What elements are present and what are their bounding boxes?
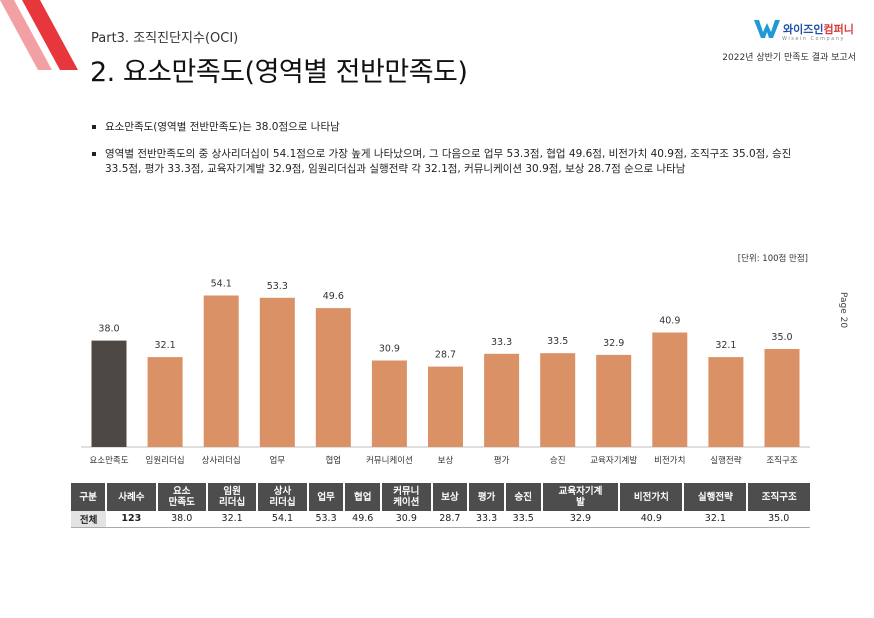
bar (764, 349, 800, 447)
unit-label: [단위: 100점 만점] (737, 254, 808, 264)
category-label: 요소만족도 (89, 456, 128, 466)
bar-value-label: 33.3 (491, 337, 512, 348)
logo-subtitle: Wisein Company (782, 36, 845, 42)
bar (315, 308, 351, 447)
category-label: 협업 (325, 455, 341, 466)
category-label: 상사리더십 (202, 455, 241, 466)
bar (708, 357, 744, 447)
table-cell: 32.9 (541, 511, 620, 528)
category-label: 임원리더십 (146, 455, 185, 466)
bar-value-label: 53.3 (267, 281, 288, 292)
bar-value-label: 33.5 (547, 336, 568, 347)
bar-value-label: 28.7 (435, 350, 456, 361)
page-title: 2. 요소만족도(영역별 전반만족도) (90, 57, 468, 88)
table-cell: 38.0 (156, 511, 207, 528)
company-logo: 와이즈인컴퍼니 (754, 20, 854, 38)
table-cell: 33.3 (468, 511, 505, 528)
logo-w-icon (754, 20, 780, 38)
table-header-cell: 협업 (344, 483, 383, 511)
table-header-cell: 비전가치 (619, 483, 685, 511)
table-cell: 54.1 (257, 511, 308, 528)
table-header-cell: 상사 리더십 (257, 483, 309, 511)
bar (147, 357, 183, 447)
table-header-cell: 구분 (71, 483, 108, 511)
category-label: 커뮤니케이션 (366, 455, 413, 466)
table-header-cell: 실행전략 (683, 483, 749, 511)
table-cell: 53.3 (307, 511, 345, 528)
bar-value-label: 35.0 (771, 332, 792, 343)
category-label: 실행전략 (710, 455, 741, 466)
part-label: Part3. 조직진단지수(OCI) (91, 31, 239, 46)
summary-bullets: 요소만족도(영역별 전반만족도)는 38.0점으로 나타남 영역별 전반만족도의… (92, 120, 792, 189)
bullet-item: 영역별 전반만족도의 중 상사리더십이 54.1점으로 가장 높게 나타났으며,… (92, 147, 792, 177)
table-cell: 28.7 (431, 511, 469, 528)
category-label: 보상 (438, 455, 454, 466)
logo-brand-accent: 컴퍼니 (823, 23, 854, 36)
table-cell: 49.6 (344, 511, 382, 528)
bullet-item: 요소만족도(영역별 전반만족도)는 38.0점으로 나타남 (92, 120, 792, 135)
category-label: 승진 (550, 455, 566, 466)
table-cell: 123 (106, 511, 157, 528)
bar (540, 353, 576, 447)
bar-value-label: 40.9 (659, 316, 680, 327)
bar (91, 340, 127, 447)
table-header-cell: 조직구조 (747, 483, 810, 511)
bar (484, 353, 520, 447)
bar (259, 297, 295, 447)
bar (371, 360, 407, 447)
category-label: 평가 (494, 455, 510, 466)
category-label: 교육자기계발 (590, 455, 637, 466)
bar-value-label: 30.9 (379, 344, 400, 355)
table-header-cell: 사례수 (106, 483, 158, 511)
category-label: 업무 (269, 456, 285, 466)
category-label: 조직구조 (766, 455, 797, 466)
table-header-cell: 커뮤니 케이션 (381, 483, 433, 511)
bar (203, 295, 239, 447)
corner-accent (0, 0, 78, 70)
table-cell: 30.9 (381, 511, 432, 528)
bar-value-label: 32.1 (155, 340, 176, 351)
bar-value-label: 49.6 (323, 291, 344, 302)
bar (652, 332, 688, 447)
bar-value-label: 32.9 (603, 338, 624, 349)
table-header-cell: 보상 (431, 483, 470, 511)
table-cell: 32.1 (683, 511, 748, 528)
bar-value-label: 38.0 (98, 324, 119, 335)
bar-value-label: 32.1 (715, 340, 736, 351)
table-cell: 35.0 (747, 511, 810, 528)
table-row: 전체 123 38.0 32.1 54.1 53.3 49.6 30.9 28.7 33.3 33.… (71, 511, 810, 528)
table-cell: 32.1 (206, 511, 258, 528)
bar (596, 354, 632, 447)
table-header-cell: 업무 (307, 483, 346, 511)
data-table: 구분 사례수 요소 만족도 임원 리더십 상사 리더십 업무 협업 커뮤니 케이션 보상 평가 승진 교육자기… (71, 483, 810, 528)
table-header-row: 구분 사례수 요소 만족도 임원 리더십 상사 리더십 업무 협업 커뮤니 케이션 보상 평가 승진 교육자기… (71, 483, 810, 511)
table-header-cell: 교육자기계 발 (541, 483, 621, 511)
table-cell: 전체 (71, 511, 107, 528)
table-header-cell: 승진 (504, 483, 543, 511)
logo-text: 와이즈인컴퍼니 (783, 21, 854, 37)
table-header-cell: 요소 만족도 (156, 483, 208, 511)
report-name: 2022년 상반기 만족도 결과 보고서 (722, 53, 856, 63)
table-header-cell: 평가 (468, 483, 506, 511)
bar-value-label: 54.1 (211, 279, 232, 290)
table-header-cell: 임원 리더십 (206, 483, 259, 511)
table-cell: 33.5 (504, 511, 542, 528)
logo-brand: 와이즈인 (783, 23, 824, 36)
bar (428, 366, 463, 447)
category-label: 비전가치 (654, 455, 685, 466)
table-cell: 40.9 (619, 511, 684, 528)
